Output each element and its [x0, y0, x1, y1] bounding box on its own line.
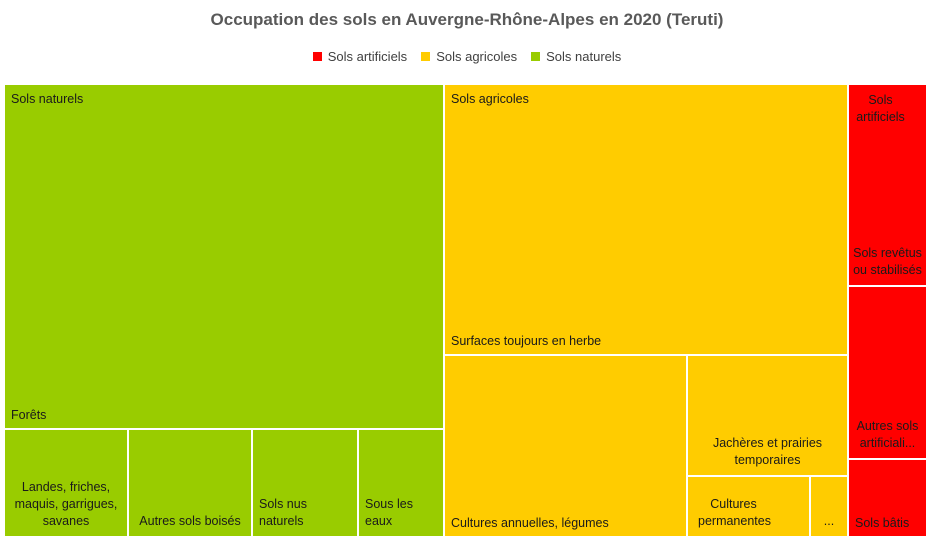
- treemap-cell-landes[interactable]: Landes, friches, maquis, garrigues, sava…: [5, 430, 127, 536]
- treemap-cell-autres-sols-boises[interactable]: Autres sols boisés: [129, 430, 251, 536]
- legend: Sols artificiels Sols agricoles Sols nat…: [0, 49, 934, 64]
- treemap-cell-other-agricoles[interactable]: ...: [811, 477, 847, 536]
- cell-label-sols-revetus: Sols revêtus ou stabilisés: [853, 246, 922, 277]
- treemap-cell-sols-batis[interactable]: Sols bâtis: [849, 460, 926, 536]
- cell-label-sols-nus-naturels: Sols nus naturels: [259, 497, 307, 528]
- group-label-sols-artificiels: Sols artificiels: [856, 93, 905, 124]
- treemap-cell-cultures-annuelles[interactable]: Cultures annuelles, légumes: [445, 356, 686, 536]
- legend-swatch-agricoles: [421, 52, 431, 61]
- legend-label-naturels: Sols naturels: [546, 49, 622, 64]
- cell-label-cultures-annuelles: Cultures annuelles, légumes: [451, 516, 609, 530]
- treemap-cell-surfaces-toujours-en-herbe[interactable]: Sols agricoles Surfaces toujours en herb…: [445, 85, 847, 354]
- cell-label-jacheres: Jachères et prairies temporaires: [712, 436, 823, 467]
- chart-title: Occupation des sols en Auvergne-Rhône-Al…: [210, 10, 724, 29]
- legend-item-naturels[interactable]: Sols naturels: [531, 49, 621, 64]
- treemap-cell-sols-revetus[interactable]: Sols artificiels Sols revêtus ou stabili…: [849, 85, 926, 285]
- cell-label-forets: Forêts: [11, 408, 47, 422]
- legend-swatch-naturels: [531, 52, 541, 61]
- treemap-cell-jacheres[interactable]: Jachères et prairies temporaires: [688, 356, 847, 475]
- cell-label-sols-batis: Sols bâtis: [855, 516, 910, 530]
- group-label-sols-naturels: Sols naturels: [11, 92, 84, 106]
- legend-swatch-artificiels: [312, 52, 322, 61]
- treemap-cell-forets[interactable]: Sols naturels Forêts: [5, 85, 443, 428]
- legend-label-agricoles: Sols agricoles: [436, 49, 518, 64]
- cell-label-autres-sols-artificialises: Autres sols artificiali...: [856, 419, 919, 450]
- treemap-cell-autres-sols-artificialises[interactable]: Autres sols artificiali...: [849, 287, 926, 458]
- cell-label-other-agricoles: ...: [823, 514, 835, 528]
- treemap-cell-sous-les-eaux[interactable]: Sous les eaux: [359, 430, 443, 536]
- treemap-cell-cultures-permanentes[interactable]: Cultures permanentes: [688, 477, 809, 536]
- legend-item-agricoles[interactable]: Sols agricoles: [421, 49, 517, 64]
- cell-label-landes: Landes, friches, maquis, garrigues, sava…: [14, 480, 118, 528]
- treemap-cell-sols-nus-naturels[interactable]: Sols nus naturels: [253, 430, 357, 536]
- cell-label-sous-les-eaux: Sous les eaux: [365, 497, 413, 528]
- cell-label-surfaces-toujours-en-herbe: Surfaces toujours en herbe: [451, 334, 602, 348]
- legend-item-artificiels[interactable]: Sols artificiels: [312, 49, 408, 64]
- cell-label-cultures-permanentes: Cultures permanentes: [698, 497, 771, 528]
- cell-label-autres-sols-boises: Autres sols boisés: [139, 514, 241, 528]
- legend-label-artificiels: Sols artificiels: [327, 49, 408, 64]
- group-label-sols-agricoles: Sols agricoles: [451, 92, 529, 106]
